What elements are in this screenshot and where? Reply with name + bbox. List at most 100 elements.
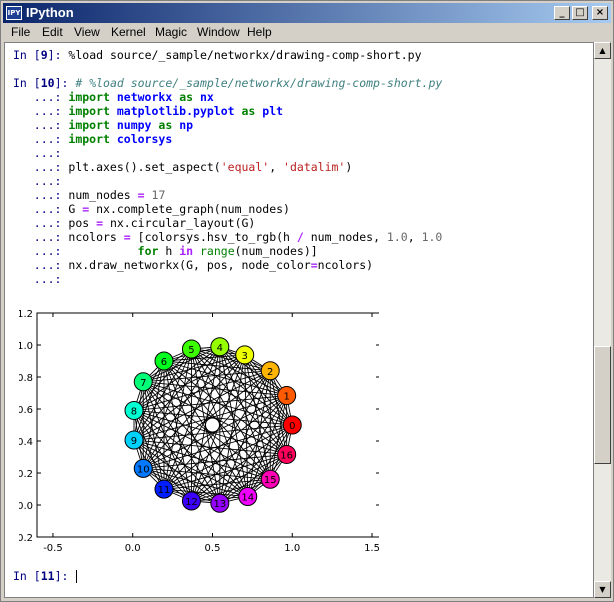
graph-edge — [163, 360, 249, 497]
code-line: ...: pos = nx.circular_layout(G) — [13, 216, 256, 230]
graph-edge — [133, 410, 287, 455]
graph-edge — [244, 354, 288, 455]
graph-edge — [163, 454, 287, 490]
node-label: 15 — [264, 475, 277, 486]
x-tick-label: -0.5 — [43, 543, 63, 554]
graph-edge — [163, 395, 287, 490]
menu-help[interactable]: Help — [247, 25, 272, 39]
graph-edge — [142, 381, 165, 490]
graph-edge — [191, 348, 293, 426]
graph-node — [124, 400, 144, 420]
graph-edge — [191, 454, 287, 502]
graph-edge — [163, 488, 248, 497]
y-tick-label: 1.2 — [19, 309, 33, 320]
code-line: ...: num_nodes = 17 — [13, 188, 166, 202]
node-label: 0 — [289, 421, 295, 432]
node-label: 3 — [242, 351, 248, 362]
graph-edge — [133, 360, 165, 441]
code-line: ...: — [13, 272, 69, 286]
graph-edge — [163, 360, 287, 455]
graph-edge — [163, 360, 192, 502]
graph-edge — [163, 360, 221, 504]
graph-edges — [133, 346, 293, 504]
code-line: ...: import matplotlib.pyplot as plt — [13, 104, 284, 118]
graph-node — [154, 351, 174, 371]
y-tick-label: -0.2 — [19, 533, 33, 544]
code-line: ...: — [13, 146, 69, 160]
code-line: ...: G = nx.complete_graph(num_nodes) — [13, 202, 290, 216]
graph-node — [235, 345, 255, 365]
maximize-button[interactable]: □ — [572, 6, 588, 20]
node-label: 13 — [213, 499, 226, 510]
graph-edge — [142, 381, 221, 504]
code-line: ...: import networkx as nx — [13, 90, 214, 104]
menu-file[interactable]: File — [11, 25, 31, 39]
graph-edge — [142, 360, 165, 469]
menu-kernel[interactable]: Kernel — [111, 25, 146, 39]
code-line: ...: nx.draw_networkx(G, pos, node_color… — [13, 258, 374, 272]
graph-edge — [142, 381, 192, 502]
graph-edge — [191, 348, 271, 372]
graph-node — [210, 337, 230, 357]
menu-window[interactable]: Window — [197, 25, 240, 39]
node-label: 9 — [131, 436, 137, 447]
graph-node — [260, 361, 280, 381]
graph-edge — [244, 354, 271, 480]
menu-bar: File Edit View Kernel Magic Window Help — [3, 23, 611, 41]
menu-view[interactable]: View — [74, 25, 100, 39]
title-bar[interactable]: IPY IPython _ □ × — [3, 3, 611, 23]
graph-node — [277, 444, 297, 464]
menu-edit[interactable]: Edit — [42, 25, 63, 39]
graph-edge — [143, 467, 271, 480]
graph-edge — [133, 410, 249, 497]
x-tick-label: 1.5 — [364, 543, 379, 554]
graph-node — [277, 386, 297, 406]
graph-edge — [269, 395, 288, 480]
console-output[interactable]: In [9]: %load source/_sample/networkx/dr… — [4, 42, 594, 598]
graph-node — [282, 415, 302, 435]
graph-node — [154, 479, 174, 499]
graph-edge — [133, 410, 271, 480]
scrollbar-thumb[interactable] — [594, 346, 611, 464]
graph-edge — [219, 395, 288, 504]
ipython-app-icon: IPY — [6, 6, 22, 20]
graph-edge — [133, 395, 287, 441]
node-label: 10 — [137, 464, 150, 475]
input-line-10: In [10]: # %load source/_sample/networkx… — [13, 76, 443, 90]
input-line-11[interactable]: In [11]: — [13, 569, 76, 583]
graph-node — [181, 491, 201, 511]
y-tick-label: 0.0 — [19, 501, 33, 512]
code-line: ...: plt.axes().set_aspect('equal', 'dat… — [13, 160, 353, 174]
node-label: 8 — [131, 406, 137, 417]
node-label: 16 — [280, 450, 293, 461]
graph-edge — [133, 439, 271, 480]
plot-frame — [36, 312, 379, 538]
scroll-down-button[interactable]: ▼ — [594, 581, 611, 598]
graph-edge — [133, 439, 248, 497]
graph-edge — [219, 346, 288, 455]
minimize-button[interactable]: _ — [554, 6, 570, 20]
scroll-up-button[interactable]: ▲ — [594, 42, 611, 59]
graph-edge — [219, 346, 287, 396]
graph-edge — [163, 360, 271, 372]
window-title: IPython — [26, 5, 74, 20]
graph-edge — [191, 478, 271, 502]
graph-node — [133, 458, 153, 478]
graph-node — [124, 430, 144, 450]
graph-node — [260, 469, 280, 489]
center-node — [204, 417, 220, 433]
graph-node — [210, 493, 230, 513]
close-button[interactable]: × — [592, 6, 608, 20]
code-line: ...: import numpy as np — [13, 118, 194, 132]
node-label: 2 — [267, 367, 273, 378]
y-tick-label: 0.4 — [19, 437, 33, 448]
vertical-scrollbar[interactable]: ▲ ▼ — [594, 42, 611, 598]
y-tick-label: 0.8 — [19, 373, 33, 384]
graph-edge — [133, 410, 165, 490]
input-line-9: In [9]: %load source/_sample/networkx/dr… — [13, 48, 422, 62]
graph-edge — [133, 354, 245, 441]
menu-magic[interactable]: Magic — [155, 25, 188, 39]
